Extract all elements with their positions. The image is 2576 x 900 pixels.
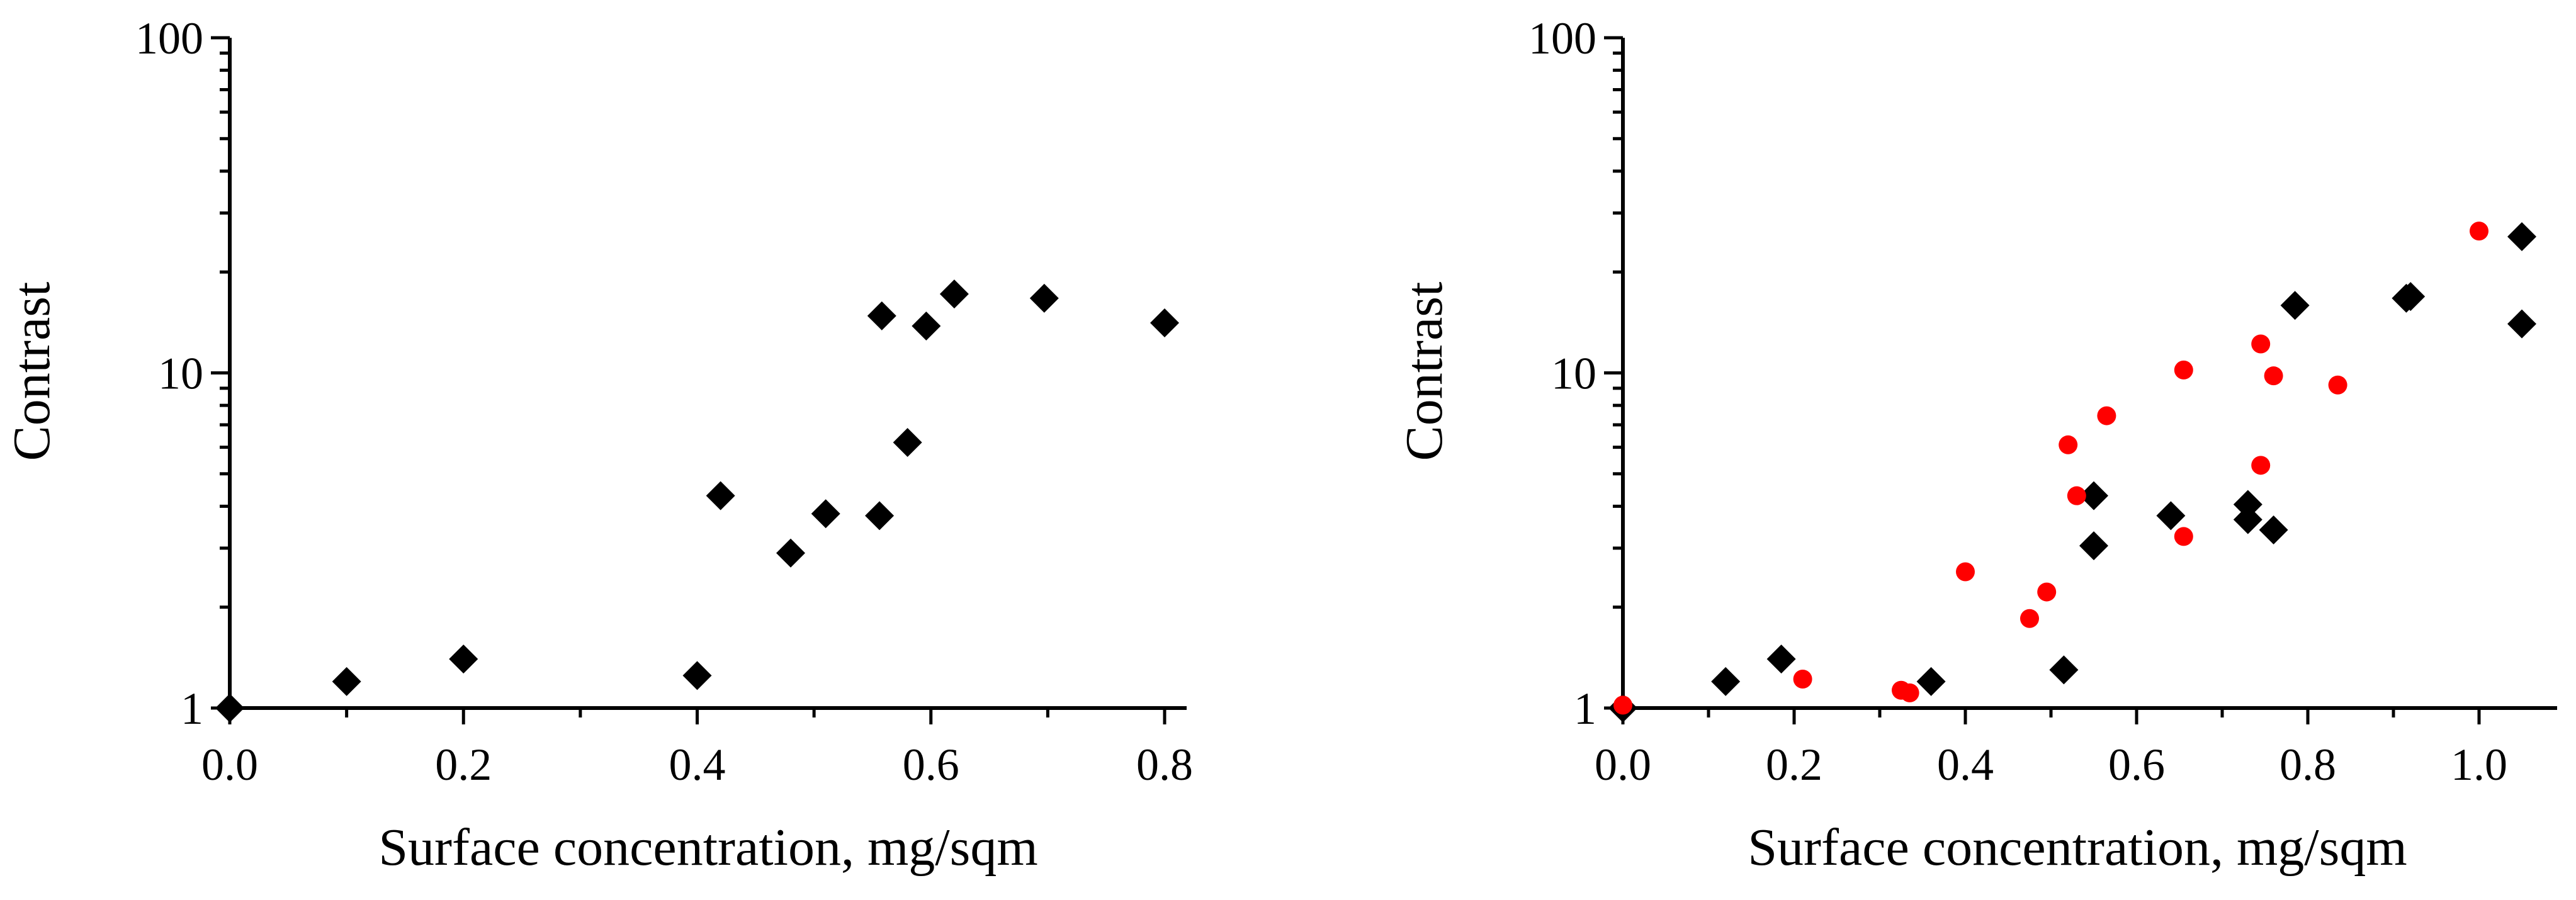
right-scatter-panel: 0.0 0.2 0.4 0.6 0.8 1.0 1 10 100 Surface concent… (1395, 13, 2557, 877)
right-red-circle-point (2020, 609, 2039, 628)
right-diamond-point (2079, 531, 2108, 561)
right-diamond-point (1766, 644, 1796, 674)
right-red-circle-point (2251, 334, 2271, 354)
right-y-tick-label: 100 (1528, 13, 1596, 64)
left-diamond-point (332, 667, 361, 696)
right-diamond-point (2259, 515, 2288, 544)
left-data-marks (215, 279, 1179, 723)
right-red-circle-point (2174, 360, 2193, 380)
left-tick-labels: 0.0 0.2 0.4 0.6 0.8 1 10 100 (135, 13, 1193, 790)
right-y-tick-label: 10 (1551, 349, 1596, 399)
right-diamond-point (2156, 501, 2186, 531)
right-red-circle-point (2174, 527, 2193, 546)
right-diamond-point (1916, 667, 1946, 696)
left-y-axis-title: Contrast (3, 282, 61, 461)
left-x-tick-label: 0.4 (669, 740, 726, 790)
left-y-tick-label: 10 (158, 349, 203, 399)
right-diamond-point (2507, 222, 2536, 252)
left-x-tick-label: 0.8 (1136, 740, 1193, 790)
right-diamond-point (2079, 481, 2108, 510)
left-x-tick-label: 0.0 (201, 740, 258, 790)
right-data-marks (1608, 222, 2536, 723)
right-y-axis-title: Contrast (1395, 282, 1454, 461)
left-diamond-point (893, 428, 922, 458)
right-diamond-point (2233, 505, 2262, 534)
left-diamond-point (912, 312, 941, 341)
right-ticks (1604, 36, 2481, 724)
right-tick-labels: 0.0 0.2 0.4 0.6 0.8 1.0 1 10 100 (1528, 13, 2507, 790)
right-diamond-point (2233, 490, 2262, 519)
right-x-tick-label: 0.2 (1766, 740, 1822, 790)
right-red-circle-point (2097, 406, 2116, 425)
right-x-tick-label: 1.0 (2451, 740, 2507, 790)
left-x-tick-label: 0.6 (903, 740, 959, 790)
left-diamond-point (449, 644, 478, 674)
left-diamond-point (1150, 308, 1179, 338)
right-red-circle-point (2470, 222, 2488, 241)
left-x-axis-title: Surface concentration, mg/sqm (378, 818, 1037, 877)
left-diamond-point (682, 661, 712, 690)
left-y-tick-label: 1 (181, 683, 203, 734)
left-diamond-point (706, 481, 735, 510)
left-diamond-point (939, 279, 969, 309)
left-x-tick-label: 0.2 (435, 740, 492, 790)
right-diamond-point (2507, 309, 2536, 339)
right-x-tick-label: 0.4 (1937, 740, 1994, 790)
right-diamond-point (2396, 282, 2426, 312)
right-red-circle-point (2037, 582, 2057, 602)
left-diamond-point (867, 301, 896, 330)
left-diamond-point (215, 694, 244, 723)
right-diamond-point (2280, 291, 2310, 320)
left-ticks (211, 36, 1167, 724)
right-red-circle-point (2067, 486, 2086, 505)
left-diamond-point (1029, 283, 1059, 313)
left-diamond-point (865, 501, 895, 531)
right-x-tick-label: 0.8 (2279, 740, 2336, 790)
right-red-circle-point (2059, 435, 2078, 454)
right-red-circle-point (2264, 366, 2283, 386)
right-red-circle-point (1956, 562, 1975, 582)
right-diamond-point (1711, 667, 1741, 696)
right-red-circle-point (2251, 456, 2271, 475)
left-diamond-point (811, 499, 840, 529)
right-x-tick-label: 0.0 (1595, 740, 1651, 790)
right-x-tick-label: 0.6 (2108, 740, 2165, 790)
right-y-tick-label: 1 (1574, 683, 1596, 734)
right-red-circle-point (1613, 695, 1632, 715)
left-scatter-panel: 0.0 0.2 0.4 0.6 0.8 1 10 100 Surface concentrat… (3, 13, 1193, 877)
right-red-circle-point (2328, 375, 2347, 395)
right-red-circle-point (1793, 670, 1812, 689)
right-x-axis-title: Surface concentration, mg/sqm (1748, 818, 2407, 877)
left-diamond-point (776, 538, 805, 568)
right-diamond-point (2049, 655, 2079, 685)
right-red-circle-point (1900, 683, 1919, 702)
left-y-tick-label: 100 (135, 13, 203, 64)
